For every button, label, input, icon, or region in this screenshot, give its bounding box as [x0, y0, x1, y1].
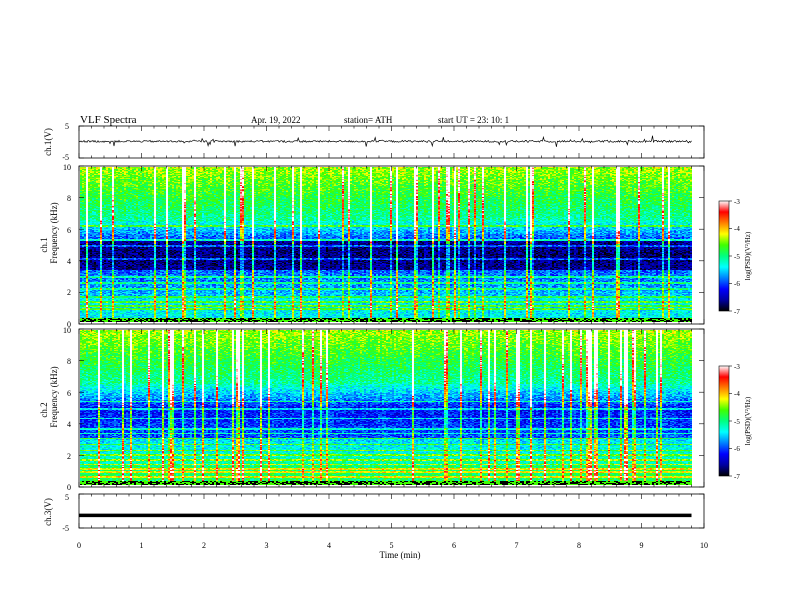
- ch1-colorbar-ticks: [729, 200, 732, 312]
- ch1-waveform-panel: 5 -5 ch.1(V): [43, 122, 705, 162]
- time-tick-label: 9: [640, 541, 644, 550]
- ch1-ytick-bottom: -5: [62, 153, 69, 162]
- ch1-spectrogram-ytick-labels: 0 2 4 6 8 10: [63, 163, 71, 329]
- ch2-cb-tick-m5: -5: [734, 418, 740, 426]
- ch1-cb-tick-m3: -3: [734, 198, 740, 206]
- time-tick-label: 4: [327, 541, 331, 550]
- ch2-cb-tick-m6: -6: [734, 445, 740, 453]
- ch1-ytick-10: 10: [63, 163, 71, 172]
- time-tick-label: 7: [515, 541, 519, 550]
- time-tick-label: 8: [577, 541, 581, 550]
- ch2-colorbar-label: log(PSD)(V²/Hz): [744, 396, 752, 445]
- ch1-waveform-ylabel: ch.1(V): [43, 128, 53, 156]
- date-label: Apr. 19, 2022: [251, 115, 301, 125]
- ch1-spectrogram-ticks: [78, 165, 705, 325]
- ch2-colorbar-gradient: [718, 365, 730, 477]
- ch2-ytick-2: 2: [67, 452, 71, 461]
- ch2-colorbar-ticks: [729, 365, 732, 477]
- time-tick-label: 10: [700, 541, 708, 550]
- ch1-ytick-2: 2: [67, 288, 71, 297]
- time-axis-label: Time (min): [380, 550, 421, 560]
- ch2-ytick-4: 4: [67, 420, 71, 429]
- ch2-ytick-0: 0: [67, 483, 71, 492]
- ch2-spectrogram-ytick-labels: 0 2 4 6 8 10: [63, 326, 71, 492]
- ch1-ytick-6: 6: [67, 226, 71, 235]
- time-tick-label: 0: [77, 541, 81, 550]
- ch3-waveform-ylabel: ch.3(V): [43, 498, 53, 526]
- ch3-waveform-ticks: [78, 493, 705, 529]
- ch2-spectrogram-channel-label: ch.2: [39, 402, 49, 417]
- ch1-cb-tick-m6: -6: [734, 280, 740, 288]
- ch2-ytick-10: 10: [63, 326, 71, 335]
- ch1-colorbar-label: log(PSD)(V²/Hz): [744, 231, 752, 280]
- ch3-ytick-top: 5: [65, 493, 69, 502]
- time-tick-label: 3: [265, 541, 269, 550]
- ch1-ytick-top: 5: [65, 122, 69, 131]
- ch2-ytick-8: 8: [67, 357, 71, 366]
- ch2-spectrogram-ylabel: Frequency (kHz): [49, 366, 59, 427]
- ch3-waveform-panel: 5 -5 ch.3(V): [43, 493, 705, 533]
- time-axis-tick-labels: 0 1 2 3 4 5 6 7 8 9 10: [77, 541, 708, 550]
- time-tick-label: 2: [202, 541, 206, 550]
- ch2-colorbar: -3 -4 -5 -6 -7 log(PSD)(V²/Hz): [718, 363, 752, 481]
- ch1-colorbar-gradient: [718, 200, 730, 312]
- ch1-spectrogram-ylabel: Frequency (kHz): [49, 202, 59, 263]
- ch1-ytick-4: 4: [67, 257, 71, 266]
- ch1-spectrogram-channel-label: ch.1: [39, 237, 49, 252]
- time-tick-label: 6: [452, 541, 456, 550]
- ch2-ytick-6: 6: [67, 389, 71, 398]
- ch1-colorbar: -3 -4 -5 -6 -7 log(PSD)(V²/Hz): [718, 198, 752, 316]
- ch1-spectrogram-image: [80, 167, 692, 322]
- ch3-ytick-bottom: -5: [62, 524, 69, 533]
- figure-title: VLF Spectra: [80, 114, 137, 126]
- start-ut-label: start UT = 23: 10: 1: [438, 115, 509, 125]
- ch2-cb-tick-m3: -3: [734, 363, 740, 371]
- ch1-waveform-line: [78, 135, 692, 148]
- ch1-cb-tick-m4: -4: [734, 225, 740, 233]
- ch2-cb-tick-m7: -7: [734, 473, 740, 481]
- ch1-ytick-0: 0: [67, 320, 71, 329]
- time-tick-label: 5: [390, 541, 394, 550]
- station-label: station= ATH: [344, 115, 393, 125]
- ch1-spectrogram-panel: 0 2 4 6 8 10 ch.1 Frequency (kHz): [39, 163, 705, 329]
- ch2-cb-tick-m4: -4: [734, 390, 740, 398]
- ch1-ytick-8: 8: [67, 194, 71, 203]
- ch2-spectrogram-ticks: [78, 328, 705, 488]
- ch1-cb-tick-m5: -5: [734, 253, 740, 261]
- ch2-spectrogram-image: [80, 330, 692, 485]
- ch3-waveform-frame: [78, 493, 705, 529]
- time-tick-label: 1: [140, 541, 144, 550]
- ch1-waveform-ticks: [78, 125, 705, 159]
- ch1-cb-tick-m7: -7: [734, 308, 740, 316]
- ch2-spectrogram-panel: 0 2 4 6 8 10 ch.2 Frequency (kHz): [39, 326, 705, 492]
